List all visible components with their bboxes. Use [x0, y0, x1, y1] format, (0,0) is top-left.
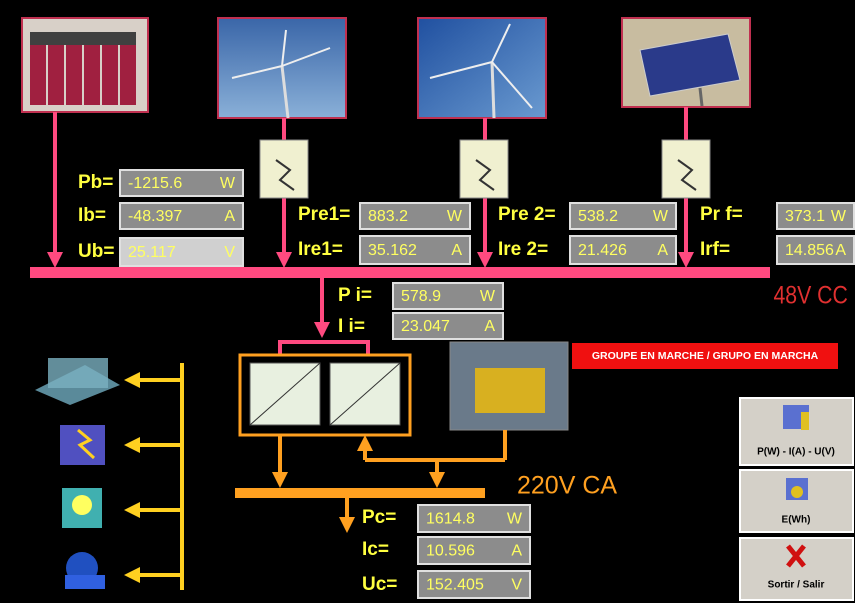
wind-turbine-image [218, 18, 346, 118]
inverter [240, 355, 410, 435]
load-icons [35, 358, 120, 589]
reading-unit: W [220, 175, 236, 192]
reading-value: 10.596 [426, 543, 475, 560]
dc-lines [55, 107, 686, 354]
battery-image [22, 18, 148, 112]
button-label[interactable]: Sortir / Salir [768, 580, 825, 591]
reading-label: Ic= [362, 539, 389, 560]
reading-label: Pc= [362, 507, 396, 528]
reading-label: Ib= [78, 205, 106, 226]
reading-value: 152.405 [426, 577, 484, 594]
reading-value: 25.117 [128, 244, 176, 261]
reading-value: 14.856 [785, 242, 834, 259]
reading-value: 21.426 [578, 242, 627, 259]
status-text: GROUPE EN MARCHE / GRUPO EN MARCHA [592, 350, 819, 362]
reading-label: Ub= [78, 241, 114, 262]
reading-unit: A [224, 208, 235, 225]
button[interactable]: E(Wh) [740, 470, 853, 532]
page: {"readings":[ {"label":"Pb=","value":-12… [0, 0, 855, 603]
button[interactable]: P(W) - I(A) - U(V) [740, 398, 853, 465]
reading-label: Pr f= [700, 204, 743, 225]
wind-turbine-image [418, 18, 546, 118]
reading-unit: A [511, 543, 522, 560]
generator-image [450, 342, 568, 430]
reading-value: 883.2 [368, 208, 408, 225]
reading-unit: A [451, 242, 462, 259]
reading-unit: A [657, 242, 668, 259]
reading-unit: W [480, 288, 496, 305]
reading-value: 1614.8 [426, 511, 475, 528]
ac-bus [235, 488, 485, 498]
button-label[interactable]: E(Wh) [782, 515, 811, 526]
reading-unit: W [653, 208, 669, 225]
reading-unit: A [484, 318, 495, 335]
reading-label: Pre1= [298, 204, 350, 225]
diagram: 48V CC 220V CA GROUPE EN MARCHE / GRUPO … [0, 0, 855, 603]
reading-value: 538.2 [578, 208, 618, 225]
reading-label: I i= [338, 316, 365, 337]
button-label[interactable]: P(W) - I(A) - U(V) [757, 447, 835, 458]
reading-unit: W [507, 511, 523, 528]
reading-unit: A [835, 242, 846, 259]
reading-label: Ire1= [298, 239, 343, 260]
reading-unit: V [224, 244, 235, 261]
ac-bus-label: 220V CA [517, 472, 617, 500]
solar-panel-image [622, 18, 750, 107]
reading-value: 23.047 [401, 318, 450, 335]
regulators [260, 140, 710, 198]
reading-label: Pre 2= [498, 204, 556, 225]
load-lines [132, 363, 182, 590]
button[interactable]: Sortir / Salir [740, 538, 853, 600]
reading-label: Ire 2= [498, 239, 548, 260]
reading-value: -1215.6 [128, 175, 182, 192]
reading-label: Irf= [700, 239, 730, 260]
reading-value: -48.397 [128, 208, 182, 225]
reading-value: 578.9 [401, 288, 441, 305]
reading-unit: W [831, 208, 847, 225]
reading-unit: V [511, 577, 522, 594]
dc-bus [30, 267, 770, 278]
reading-value: 35.162 [368, 242, 417, 259]
reading-label: Uc= [362, 574, 397, 595]
reading-value: 373.1 [785, 208, 825, 225]
dc-bus-label: 48V CC [774, 281, 848, 309]
reading-label: P i= [338, 285, 372, 306]
reading-unit: W [447, 208, 463, 225]
reading-label: Pb= [78, 172, 113, 193]
